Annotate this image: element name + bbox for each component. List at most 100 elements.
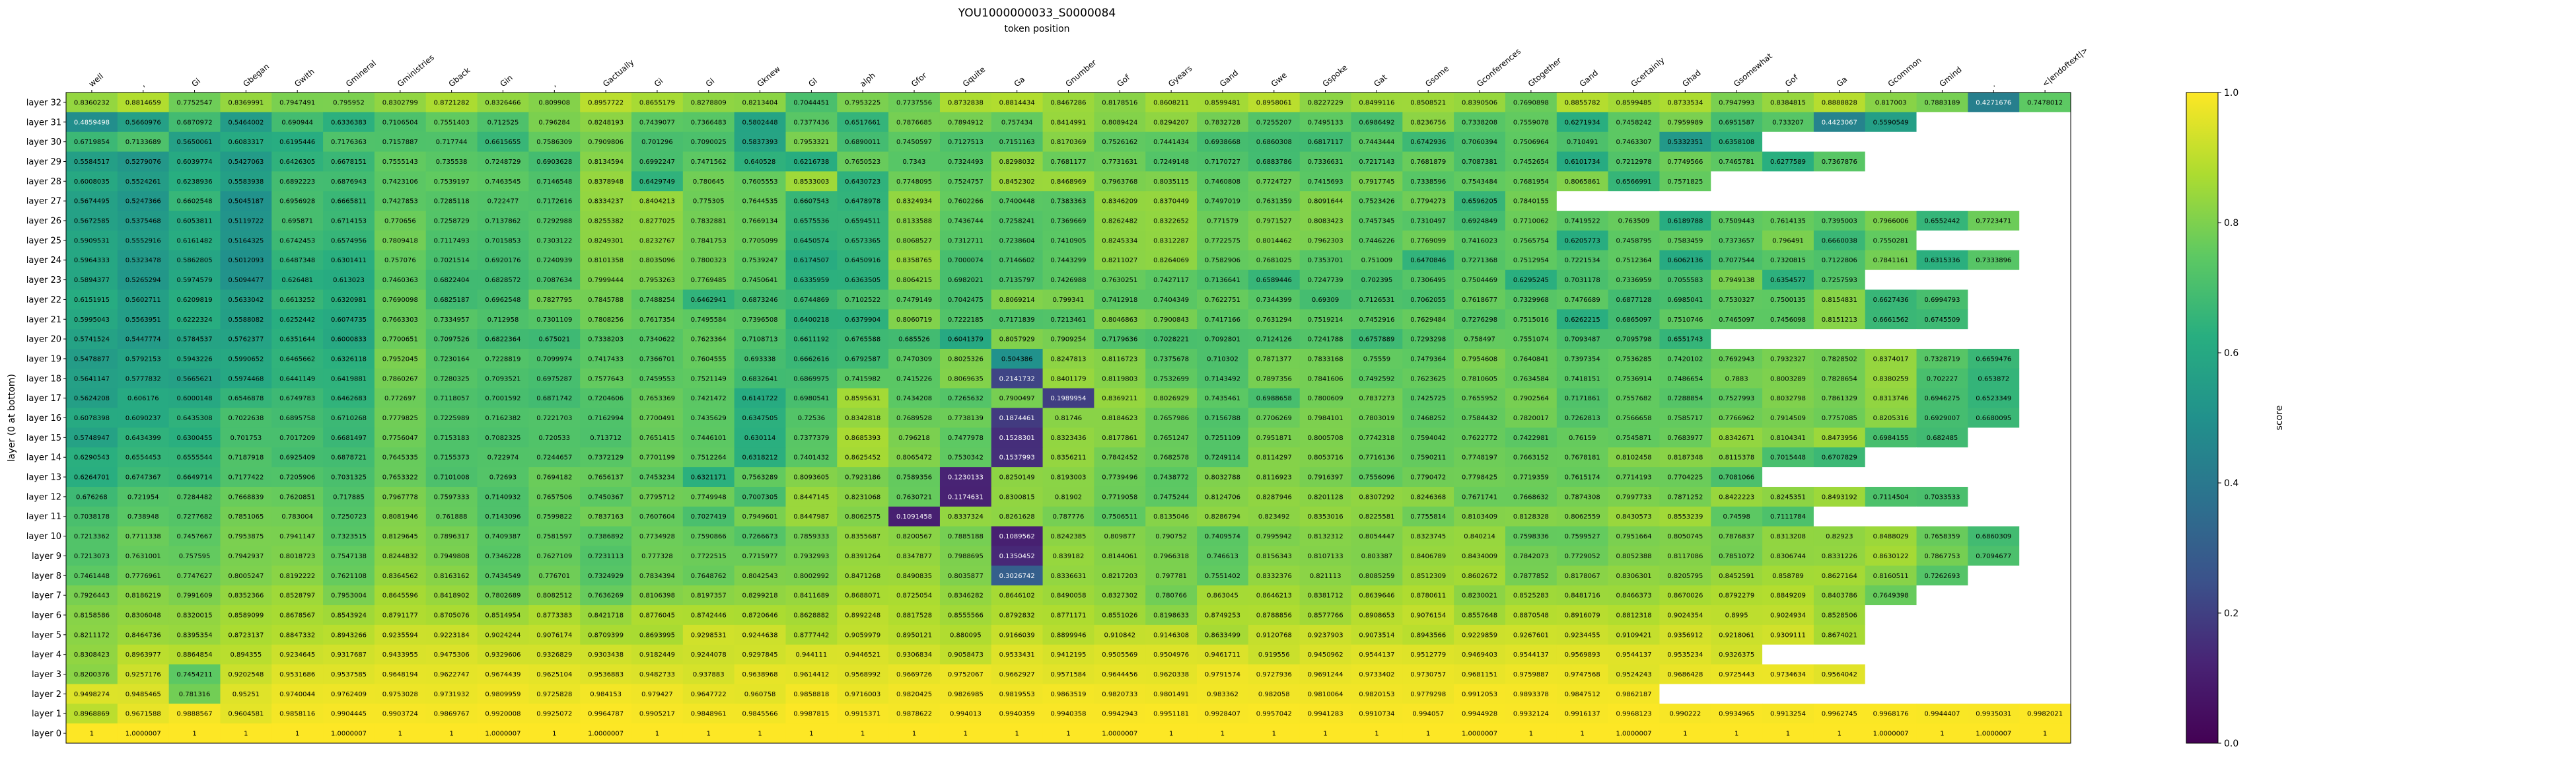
heatmap-cell: [1094, 289, 1146, 310]
heatmap-cell: [1145, 92, 1198, 113]
heatmap-cell: [168, 191, 221, 211]
heatmap-cell: [323, 112, 375, 133]
cell-value-label: 0.7734928: [639, 533, 675, 540]
heatmap-cell: [939, 664, 992, 684]
heatmap-cell: [1402, 131, 1454, 153]
cell-value-label: 0.9951181: [1153, 711, 1189, 718]
cell-value-label: 0.758497: [1464, 336, 1495, 344]
heatmap-cell: [1813, 151, 1866, 172]
heatmap-cell: [1094, 467, 1146, 488]
cell-value-label: 0.8814434: [999, 99, 1035, 106]
heatmap-cell: [1505, 151, 1557, 172]
cell-value-label: 0.7277682: [177, 513, 213, 521]
cell-value-label: 0.7914509: [1770, 415, 1806, 422]
cell-value-label: 0.7443444: [1359, 139, 1394, 146]
cell-value-label: 0.8322652: [1153, 218, 1189, 225]
heatmap-cell: [1145, 526, 1198, 547]
heatmap-cell: [837, 605, 889, 626]
heatmap-cell: [1711, 408, 1763, 428]
cell-value-label: 0.7739496: [1102, 474, 1137, 482]
cell-value-label: 0.8035877: [948, 573, 984, 580]
cell-value-label: 0.6920176: [485, 257, 520, 264]
cell-value-label: 0.7031325: [331, 474, 367, 482]
cell-value-label: 0.1528301: [999, 435, 1035, 442]
cell-value-label: 0.504386: [1001, 355, 1033, 363]
cell-value-label: 0.6822364: [485, 336, 520, 344]
cell-value-label: 0.7837163: [588, 513, 624, 521]
cell-value-label: 0.6832641: [742, 375, 778, 382]
heatmap-cell: [168, 427, 221, 448]
cell-value-label: 0.8447145: [793, 493, 829, 501]
heatmap-cell: [1042, 112, 1094, 133]
cell-value-label: 0.7099974: [536, 355, 572, 363]
cell-value-label: 0.1537993: [999, 454, 1035, 462]
heatmap-cell: [1402, 368, 1454, 389]
cell-value-label: 0.5894377: [74, 277, 110, 284]
heatmap-cell: [785, 723, 838, 744]
heatmap-cell: [323, 92, 375, 113]
heatmap-cell: [1402, 112, 1454, 133]
cell-value-label: 0.8250149: [999, 474, 1035, 482]
cell-value-label: 0.7280325: [434, 375, 470, 382]
cell-value-label: 0.7526162: [1102, 139, 1137, 146]
cell-value-label: 0.7463307: [1616, 139, 1651, 146]
heatmap-cell: [425, 427, 478, 448]
cell-value-label: 0.7409387: [485, 533, 520, 540]
heatmap-cell: [1145, 565, 1198, 586]
cell-value-label: 0.8054447: [1359, 533, 1394, 540]
cell-value-label: 0.7559078: [1513, 119, 1549, 126]
heatmap-cell: [837, 664, 889, 684]
cell-value-label: 0.8777442: [793, 632, 829, 639]
heatmap-cell: [1556, 230, 1609, 251]
heatmap-cell: [1299, 506, 1352, 527]
heatmap-cell: [580, 131, 632, 153]
heatmap-cell: [785, 684, 838, 704]
cell-value-label: 0.7738139: [948, 415, 984, 422]
cell-value-label: 0.6661562: [1873, 316, 1909, 324]
cell-value-label: 0.721954: [127, 493, 159, 501]
cell-value-label: 0.8277025: [639, 218, 675, 225]
cell-value-label: 0.7118057: [434, 395, 470, 402]
cell-value-label: 0.7583459: [1667, 237, 1703, 244]
heatmap-cell: [1094, 92, 1146, 113]
heatmap-cell: [1351, 624, 1403, 645]
heatmap-cell: [1402, 270, 1454, 290]
cell-value-label: 0.6335959: [793, 277, 829, 284]
heatmap-cell: [888, 447, 941, 468]
cell-value-label: 0.7769099: [1410, 237, 1446, 244]
heatmap-cell: [1608, 131, 1660, 153]
cell-value-label: 0.7435629: [691, 415, 727, 422]
cell-value-label: 0.6878721: [331, 454, 367, 462]
cell-value-label: 0.8452591: [1719, 573, 1754, 580]
heatmap-cell: [323, 644, 375, 665]
heatmap-cell: [117, 565, 170, 586]
cell-value-label: 0.6315336: [1924, 257, 1960, 264]
cell-value-label: 1: [90, 731, 94, 738]
heatmap-cell: [1711, 368, 1763, 389]
heatmap-cell: [1556, 408, 1609, 428]
heatmap-cell: [220, 349, 272, 369]
cell-value-label: 0.9932124: [1513, 711, 1549, 718]
cell-value-label: 0.7367876: [1822, 159, 1857, 166]
heatmap-cell: [528, 585, 581, 606]
heatmap-cell: [425, 565, 478, 586]
cell-value-label: 0.9752067: [948, 671, 984, 678]
heatmap-cell: [888, 309, 941, 330]
heatmap-cell-empty: [1865, 644, 1917, 665]
heatmap-cell: [323, 368, 375, 389]
heatmap-cell: [66, 151, 118, 172]
x-tick-label: Gat: [1372, 73, 1389, 89]
heatmap-cell: [991, 408, 1044, 428]
cell-value-label: 0.7153183: [434, 435, 470, 442]
cell-value-label: 0.8323436: [1050, 435, 1086, 442]
heatmap-cell: [1094, 427, 1146, 448]
heatmap-cell: [1454, 664, 1506, 684]
heatmap-cell: [220, 388, 272, 409]
cell-value-label: 0.787776: [1053, 513, 1085, 521]
cell-value-label: 0.8003289: [1770, 375, 1806, 382]
cell-value-label: 0.8355687: [845, 533, 880, 540]
cell-value-label: 0.9564042: [1822, 671, 1857, 678]
cell-value-label: 0.640528: [744, 159, 776, 166]
heatmap-cell: [528, 427, 581, 448]
heatmap-cell: [220, 112, 272, 133]
